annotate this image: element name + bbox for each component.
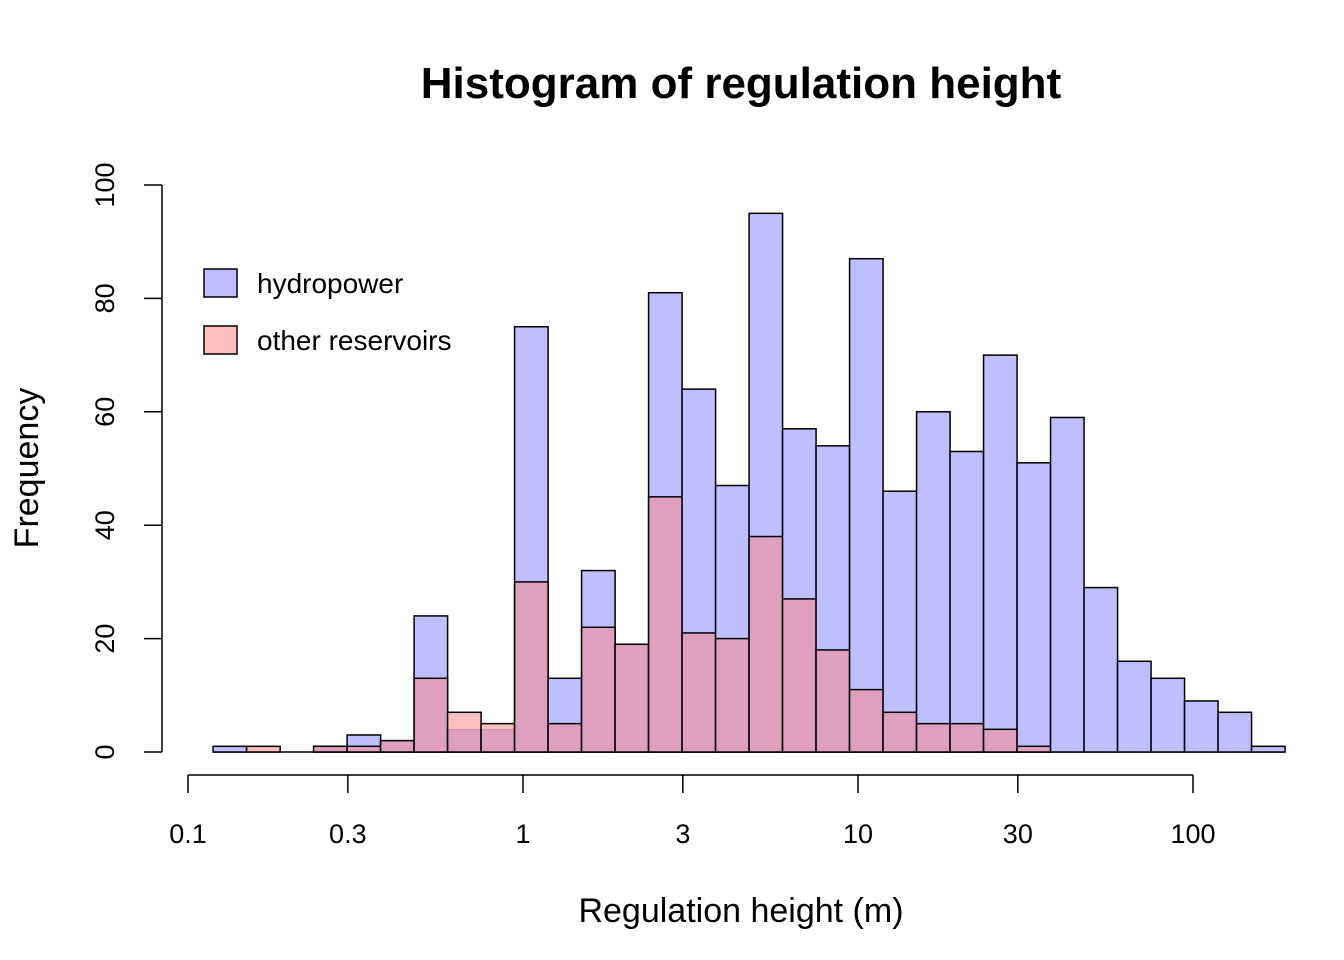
bar-other-reservoirs xyxy=(514,581,549,752)
y-tick-label: 100 xyxy=(90,162,120,207)
bar-other-reservoirs xyxy=(749,536,783,752)
x-tick-label: 0.3 xyxy=(329,819,367,849)
bar-other-reservoirs xyxy=(950,723,984,752)
x-tick-label: 30 xyxy=(1003,819,1033,849)
bar-other-reservoirs-top xyxy=(447,712,482,730)
legend: hydropower other reservoirs xyxy=(203,268,452,356)
chart-title: Histogram of regulation height xyxy=(421,59,1062,108)
y-tick-label: 0 xyxy=(90,744,120,759)
bar-other-reservoirs xyxy=(380,740,415,752)
y-tick-label: 40 xyxy=(90,510,120,540)
bar-hydropower xyxy=(1250,745,1286,753)
bar-other-reservoirs xyxy=(682,632,716,752)
bars-group xyxy=(212,212,1286,753)
bar-hydropower xyxy=(982,354,1018,753)
legend-label-hydropower: hydropower xyxy=(257,268,403,299)
x-tick-label: 0.1 xyxy=(169,819,207,849)
bar-other-reservoirs xyxy=(816,649,850,752)
bar-other-reservoirs xyxy=(347,746,381,752)
bar-other-reservoirs xyxy=(414,678,448,752)
x-axis: 0.1 0.3 1 3 10 30 100 xyxy=(169,774,1216,849)
bar-other-reservoirs xyxy=(313,746,348,752)
y-tick-label: 80 xyxy=(90,283,120,313)
bar-other-reservoirs xyxy=(849,689,884,752)
x-tick-label: 10 xyxy=(843,819,873,849)
bar-hydropower xyxy=(1049,416,1085,753)
bar-other-reservoirs xyxy=(715,638,750,752)
bar-other-reservoirs xyxy=(883,712,917,752)
bar-hydropower xyxy=(1150,677,1186,753)
y-tick-label: 60 xyxy=(90,397,120,427)
x-axis-label: Regulation height (m) xyxy=(578,892,903,930)
bar-hydropower xyxy=(949,450,985,753)
bar-other-reservoirs xyxy=(1017,746,1051,752)
bar-other-reservoirs-top xyxy=(481,723,515,730)
bar-other-reservoirs xyxy=(481,729,515,752)
bar-hydropower xyxy=(212,745,248,753)
bar-hydropower xyxy=(1183,700,1219,753)
legend-swatch-hydropower xyxy=(203,268,238,298)
bar-hydropower xyxy=(1083,586,1119,753)
bar-other-reservoirs-outline xyxy=(245,745,281,753)
bar-other-reservoirs-top xyxy=(246,746,281,752)
legend-label-other-reservoirs: other reservoirs xyxy=(257,325,452,356)
x-tick-label: 100 xyxy=(1170,819,1215,849)
bar-other-reservoirs xyxy=(447,729,482,752)
bar-hydropower xyxy=(848,257,884,753)
bar-other-reservoirs xyxy=(648,496,683,752)
bar-hydropower xyxy=(915,411,951,753)
bar-other-reservoirs xyxy=(548,723,582,752)
bar-other-reservoirs xyxy=(615,644,649,752)
bar-other-reservoirs xyxy=(916,723,951,752)
bar-other-reservoirs-outline xyxy=(513,581,549,753)
bar-other-reservoirs xyxy=(581,627,616,752)
bar-other-reservoirs xyxy=(983,729,1018,752)
x-tick-label: 1 xyxy=(515,819,530,849)
y-axis-label: Frequency xyxy=(8,388,46,549)
y-tick-label: 20 xyxy=(90,624,120,654)
bar-hydropower xyxy=(1116,660,1152,753)
x-tick-label: 3 xyxy=(675,819,690,849)
y-axis: 0 20 40 60 80 100 xyxy=(90,162,163,760)
legend-swatch-other-reservoirs xyxy=(203,325,238,355)
bar-hydropower xyxy=(1016,462,1052,753)
bar-hydropower xyxy=(1217,711,1253,753)
bar-other-reservoirs xyxy=(782,598,817,752)
